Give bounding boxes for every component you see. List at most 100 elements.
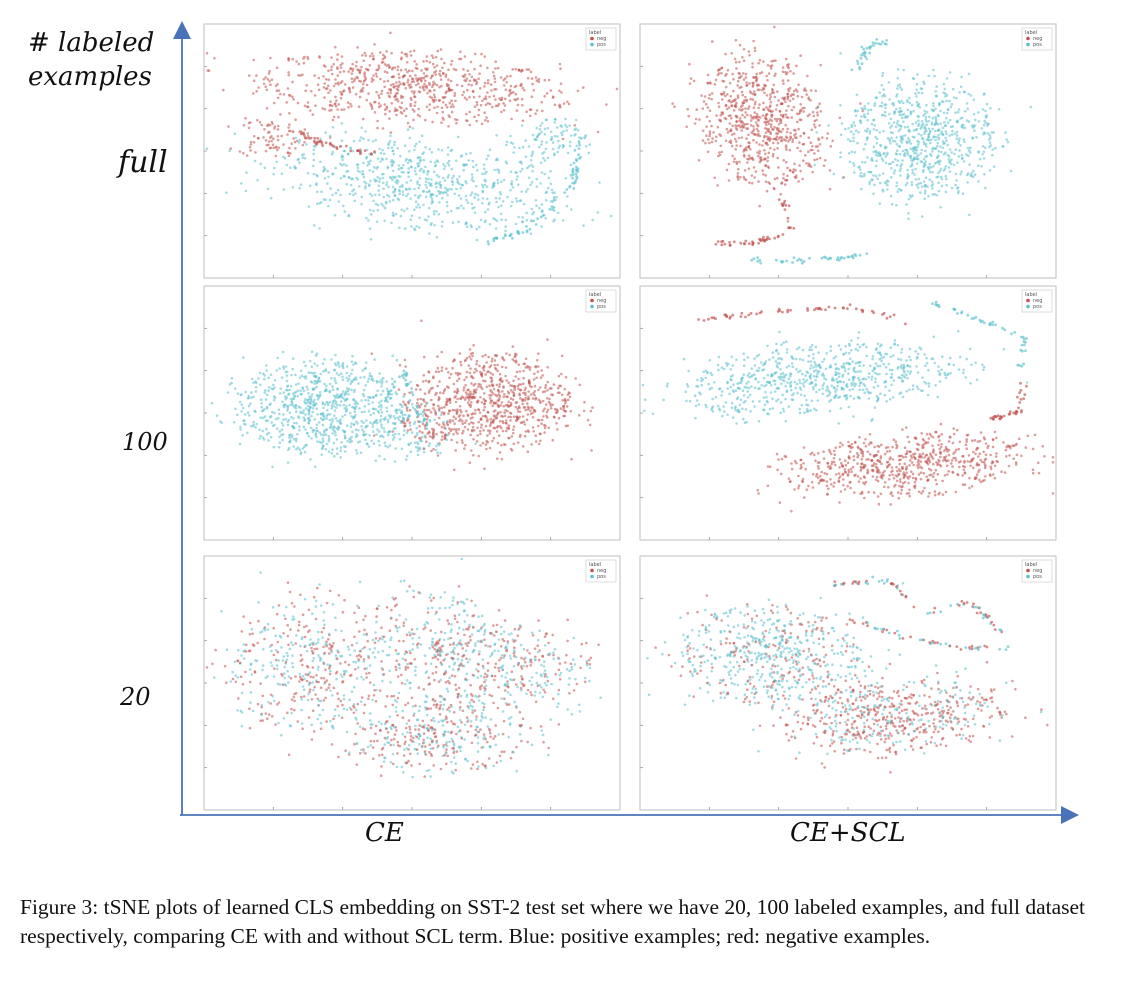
scatter-point — [509, 141, 513, 144]
scatter-point — [267, 386, 271, 389]
scatter-point — [736, 94, 740, 97]
scatter-point — [252, 58, 255, 62]
scatter-point — [770, 119, 774, 122]
scatter-point — [329, 103, 332, 107]
scatter-point — [970, 172, 973, 175]
scatter-point — [398, 375, 401, 379]
scatter-point — [387, 185, 390, 189]
scatter-point — [757, 61, 760, 65]
scatter-point — [459, 418, 462, 421]
scatter-point — [957, 155, 961, 158]
scatter-point — [416, 156, 420, 160]
scatter-point — [756, 259, 760, 263]
scatter-point — [792, 168, 795, 171]
scatter-point — [534, 199, 538, 202]
scatter-point — [777, 137, 781, 140]
scatter-point — [489, 364, 493, 367]
scatter-point — [985, 114, 988, 117]
scatter-point — [424, 67, 427, 70]
scatter-point — [309, 402, 312, 406]
scatter-point — [309, 458, 312, 461]
scatter-point — [555, 195, 558, 199]
scatter-point — [959, 85, 963, 89]
scatter-point — [408, 399, 412, 402]
scatter-point — [382, 417, 386, 421]
scatter-point — [798, 164, 801, 167]
scatter-point — [363, 149, 367, 153]
scatter-point — [324, 131, 327, 134]
scatter-point — [948, 170, 952, 173]
scatter-point — [474, 79, 478, 82]
scatter-point — [299, 74, 302, 77]
scatter-point — [460, 204, 463, 208]
scatter-point — [525, 230, 529, 234]
scatter-point — [284, 365, 288, 368]
scatter-point — [893, 169, 897, 172]
scatter-point — [946, 121, 950, 124]
scatter-point — [307, 422, 311, 425]
scatter-point — [495, 383, 499, 387]
scatter-point — [346, 389, 350, 393]
scatter-point — [940, 100, 944, 103]
scatter-point — [351, 149, 355, 153]
scatter-point — [475, 227, 479, 231]
scatter-point — [563, 387, 566, 391]
scatter-point — [496, 181, 500, 185]
scatter-point — [414, 172, 418, 176]
scatter-point — [259, 383, 262, 387]
scatter-point — [413, 169, 417, 173]
scatter-point — [983, 119, 986, 123]
scatter-point — [338, 420, 342, 423]
scatter-point — [351, 189, 354, 193]
scatter-point — [295, 439, 298, 443]
scatter-point — [336, 58, 339, 61]
scatter-point — [890, 166, 893, 170]
scatter-point — [350, 360, 354, 363]
scatter-point — [878, 91, 881, 94]
scatter-point — [423, 218, 427, 221]
scatter-point — [584, 145, 588, 148]
scatter-point — [456, 397, 459, 401]
scatter-point — [784, 135, 788, 138]
scatter-point — [333, 454, 336, 458]
scatter-point — [950, 102, 954, 106]
scatter-point — [421, 410, 425, 414]
scatter-point — [378, 193, 381, 196]
scatter-point — [716, 73, 720, 77]
scatter-point — [460, 439, 464, 442]
scatter-point — [494, 236, 498, 240]
scatter-point — [405, 194, 408, 198]
scatter-point — [381, 53, 385, 57]
scatter-point — [991, 148, 994, 151]
scatter-point — [564, 177, 568, 180]
scatter-point — [328, 134, 332, 138]
scatter-point — [350, 435, 353, 439]
scatter-point — [340, 400, 343, 403]
scatter-point — [544, 198, 548, 202]
scatter-point — [413, 110, 416, 113]
scatter-point — [461, 422, 465, 426]
scatter-point — [806, 74, 809, 78]
scatter-point — [418, 430, 422, 433]
scatter-point — [780, 181, 784, 184]
scatter-point — [272, 445, 276, 449]
scatter-point — [558, 62, 562, 66]
scatter-point — [439, 78, 443, 81]
scatter-point — [350, 388, 353, 392]
scatter-point — [380, 173, 384, 176]
scatter-point — [416, 441, 419, 444]
scatter-point — [469, 193, 473, 197]
scatter-point — [539, 386, 542, 389]
legend-marker-pos — [1026, 42, 1030, 47]
scatter-point — [734, 126, 738, 130]
scatter-point — [404, 68, 408, 71]
scatter-point — [893, 140, 897, 143]
scatter-point — [488, 394, 491, 397]
scatter-point — [438, 380, 441, 383]
scatter-point — [905, 140, 908, 143]
scatter-point — [322, 75, 325, 78]
scatter-point — [534, 76, 538, 79]
scatter-point — [263, 407, 266, 411]
scatter-point — [504, 409, 507, 412]
scatter-point — [753, 46, 757, 50]
